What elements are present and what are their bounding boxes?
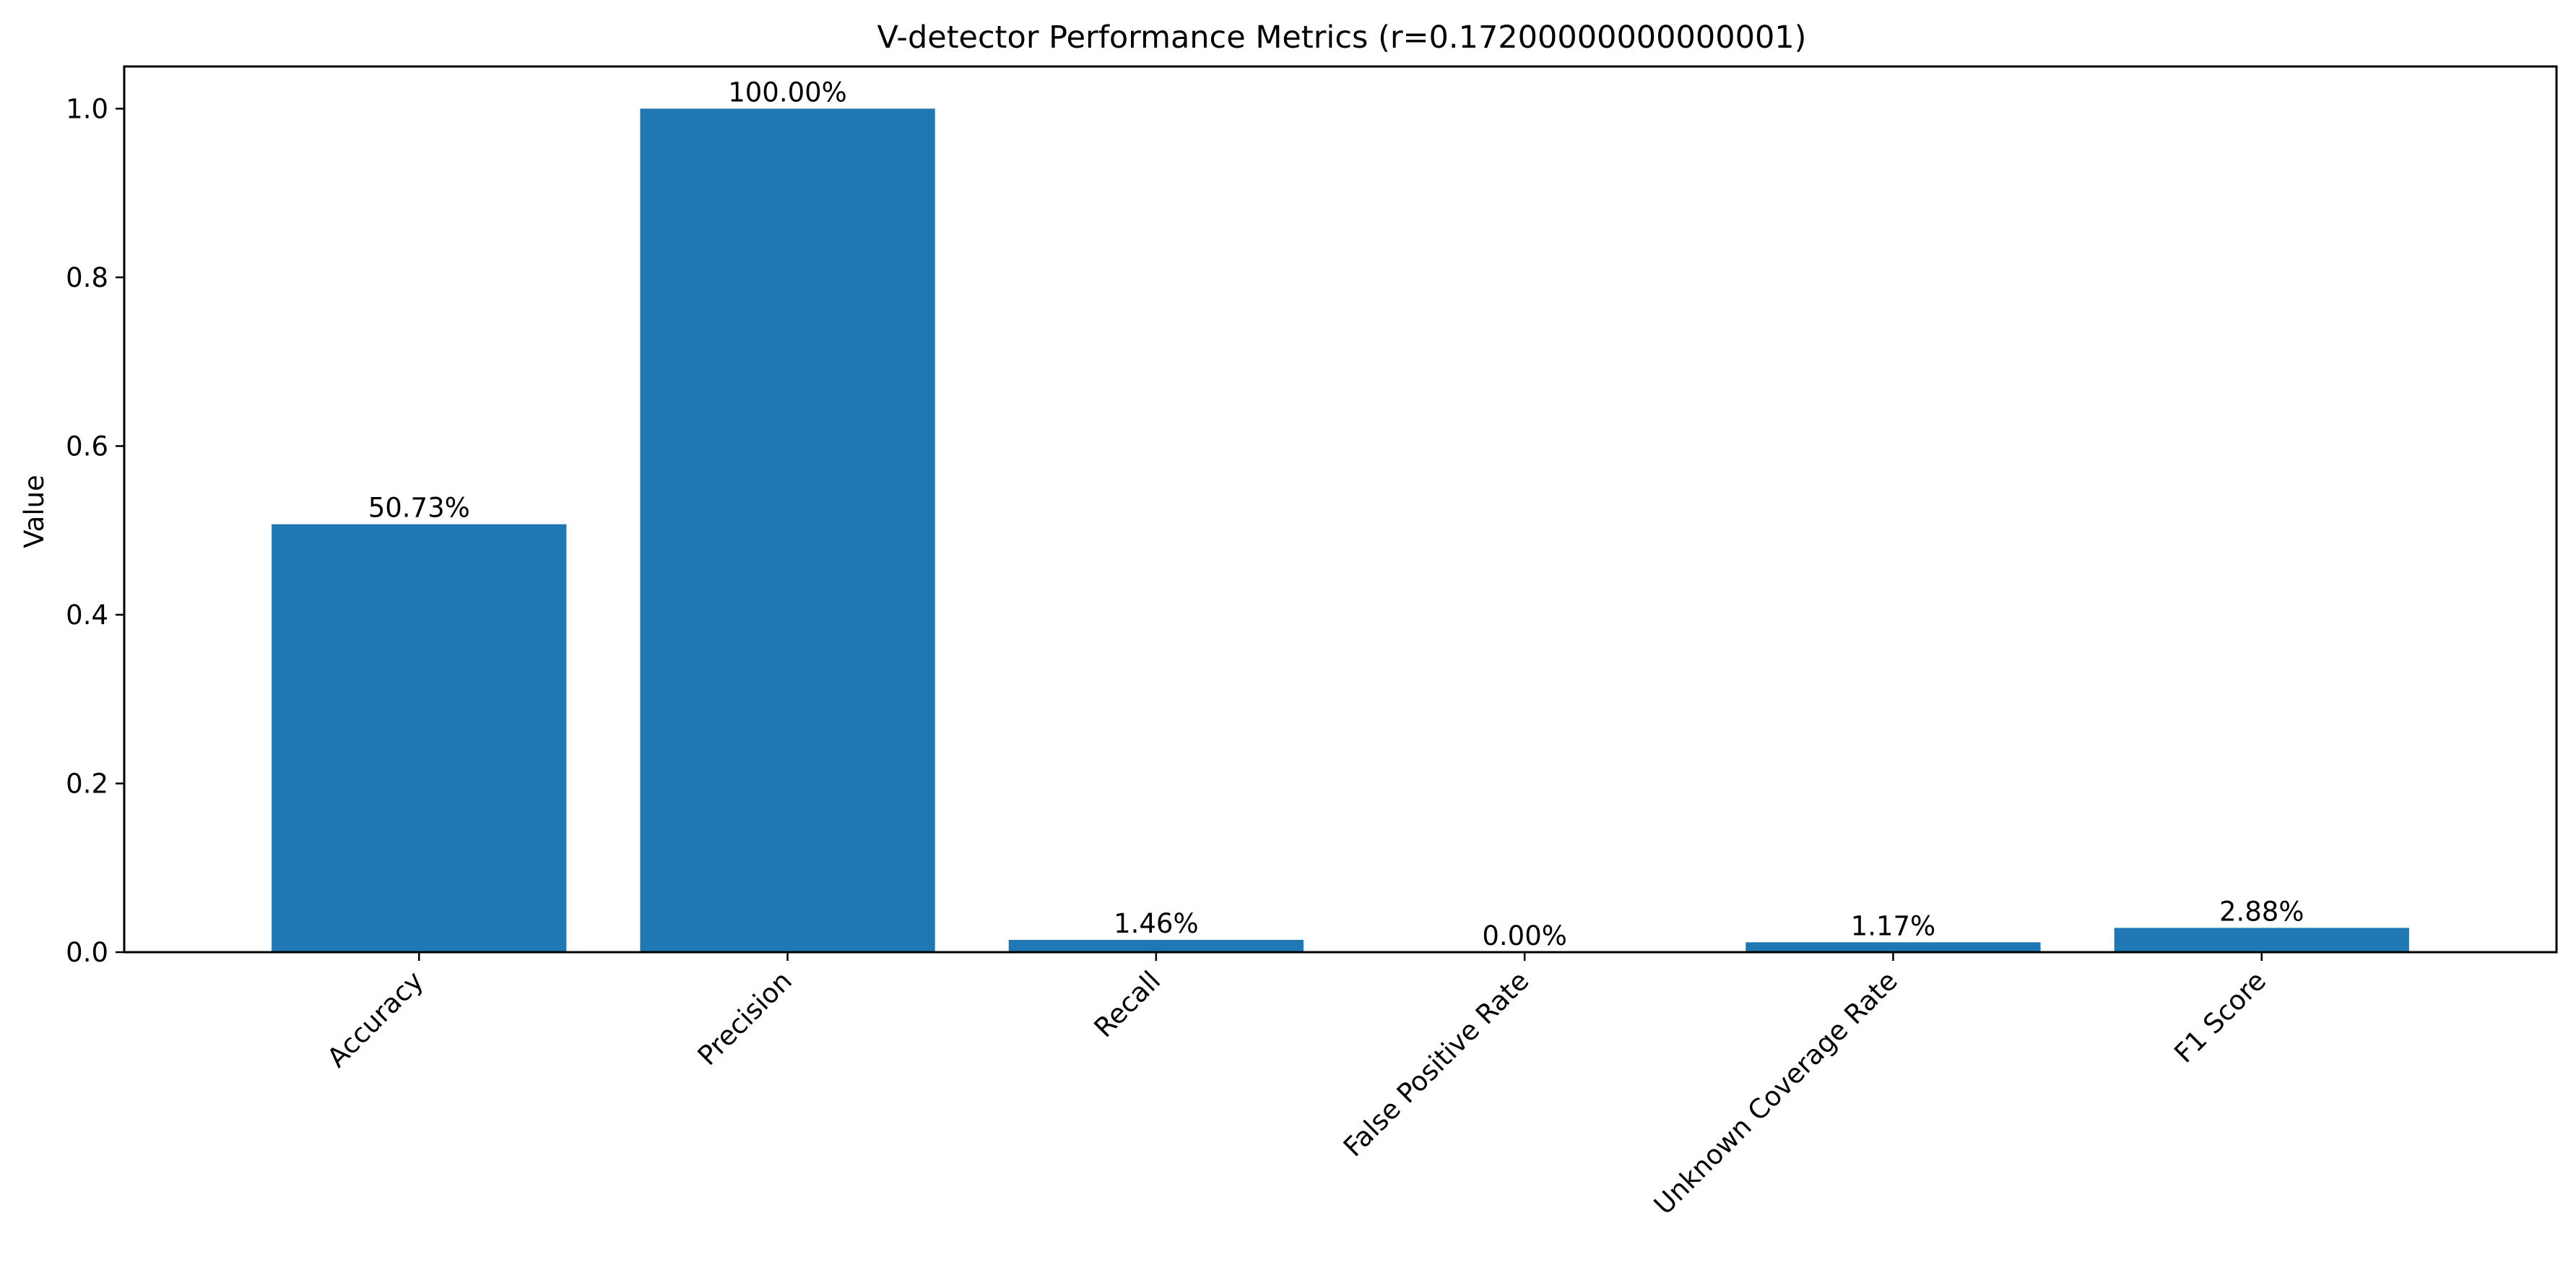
y-axis-label: Value [19,475,50,548]
bar-value-label: 100.00% [728,77,847,108]
chart-title: V-detector Performance Metrics (r=0.1720… [877,20,1807,56]
bar-value-label: 1.17% [1851,910,1936,941]
x-tick-label: F1 Score [2168,965,2272,1069]
bar [640,108,935,952]
bar [1745,942,2041,952]
bar-value-label: 2.88% [2219,896,2304,927]
y-axis: 0.0 0.2 0.4 0.6 0.8 1.0 [66,93,124,968]
x-tick-label: False Positive Rate [1337,965,1535,1163]
bar-value-label: 0.00% [1482,920,1567,951]
plot-area-frame [123,65,2558,954]
x-tick-label: Accuracy [321,965,430,1074]
bar [1008,939,1304,952]
y-tick-label: 0.6 [66,431,108,462]
bar-value-label: 50.73% [368,493,470,524]
x-tick-label: Precision [692,965,798,1071]
y-tick-label: 0.0 [66,937,108,968]
x-axis: Accuracy Precision Recall False Positive Ra… [321,952,2272,1221]
bar [2114,928,2409,952]
x-tick-label: Unknown Coverage Rate [1648,965,1904,1221]
y-tick-label: 0.8 [66,262,108,293]
y-tick-label: 1.0 [66,93,108,124]
x-tick-label: Recall [1088,965,1166,1043]
bar-labels-group: 50.73% 100.00% 1.46% 0.00% 1.17% 2.88% [368,77,2304,951]
y-tick-label: 0.2 [66,768,108,799]
y-tick-label: 0.4 [66,600,108,631]
bars-group [272,108,2409,952]
bar-value-label: 1.46% [1114,908,1199,939]
bar [272,524,567,952]
